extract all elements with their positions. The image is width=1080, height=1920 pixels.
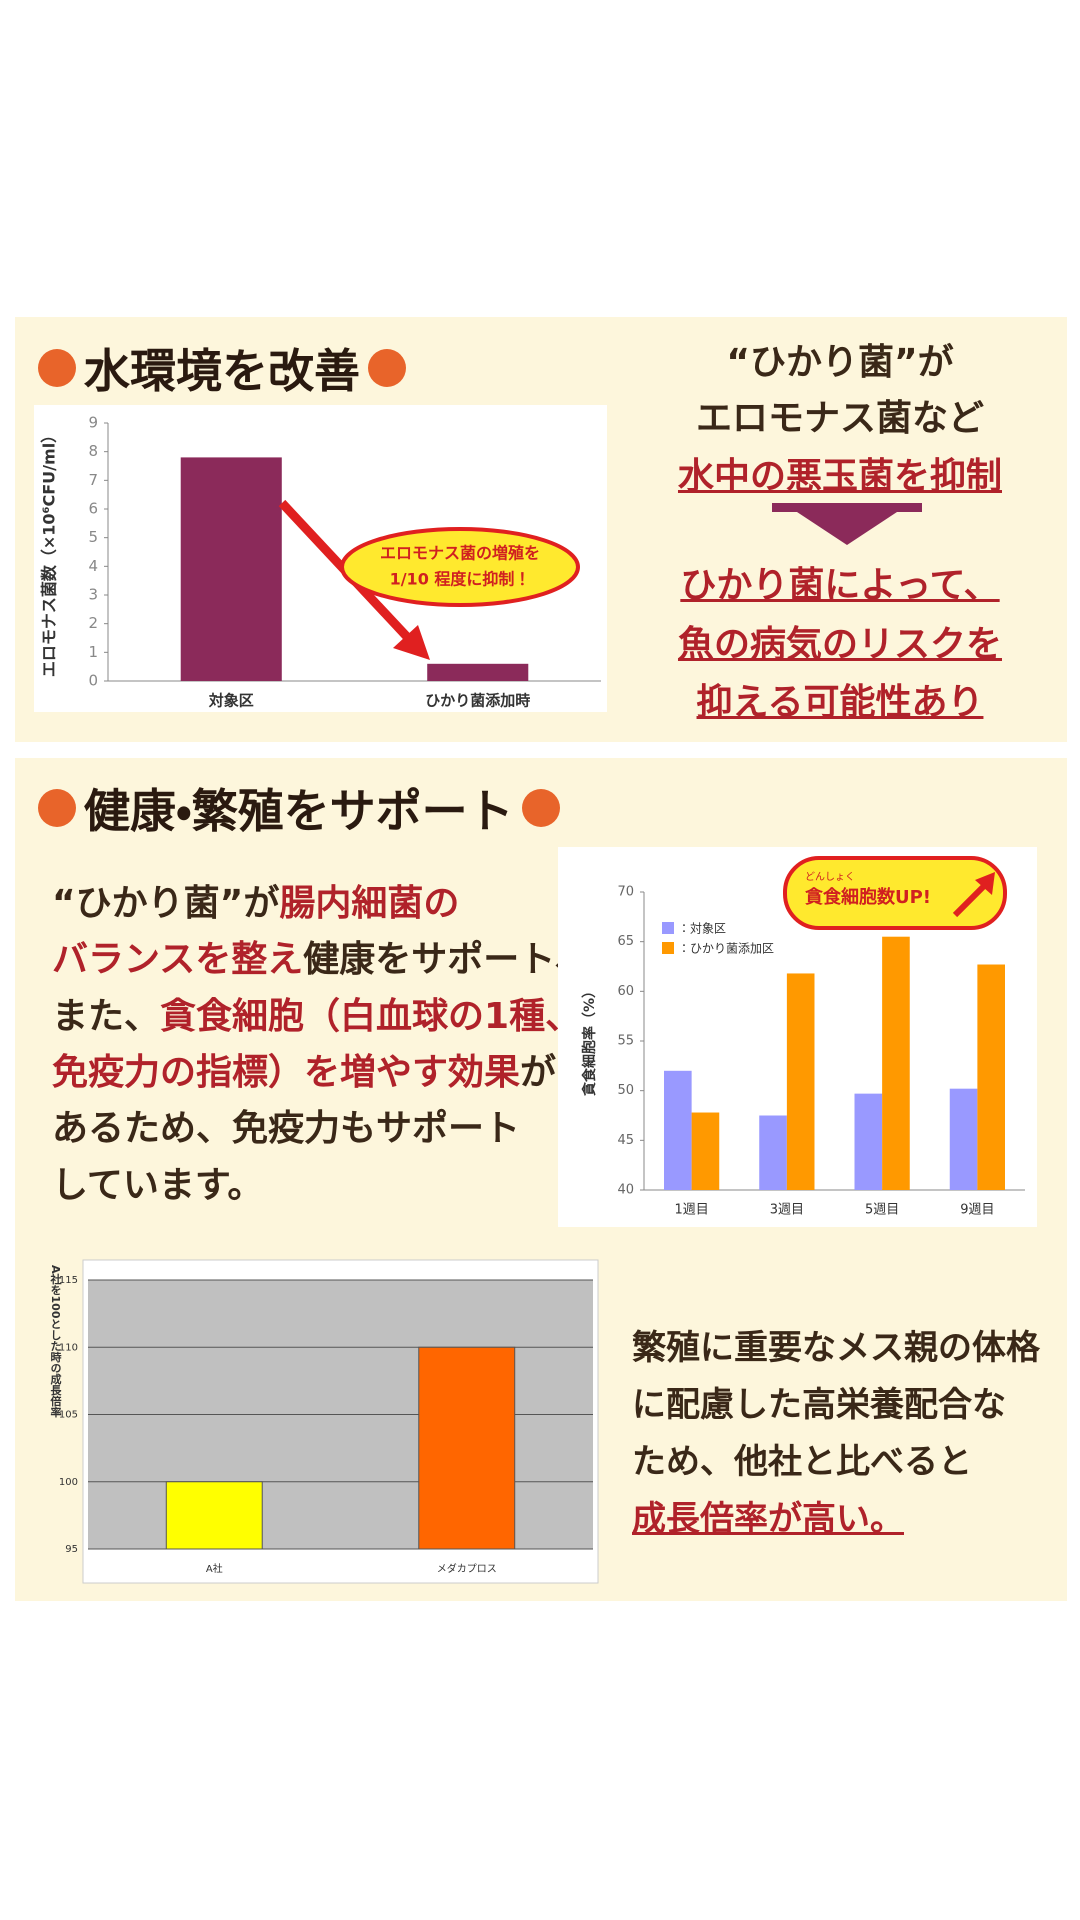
text: バランスを整え — [52, 939, 304, 980]
text: 成長倍率が高い。 — [632, 1499, 904, 1539]
legend-label: ：対象区 — [678, 922, 726, 936]
arrow — [952, 882, 988, 918]
legend-swatch — [662, 922, 674, 934]
legend-label: ：ひかり菌添加区 — [678, 942, 774, 956]
callout — [340, 527, 580, 607]
text: が — [520, 1052, 557, 1093]
arrow-head — [975, 872, 995, 895]
y-tick-label: 1 — [88, 643, 98, 661]
text: 免疫力の指標）を増やす効果が — [52, 1043, 556, 1095]
bar — [427, 663, 529, 681]
y-tick-label: 55 — [617, 1034, 634, 1049]
y-axis-label: エロモナス菌数（×10⁶CFU/ml） — [40, 427, 59, 677]
x-tick-label: 対象区 — [208, 692, 254, 710]
heading-text: 健康・繁殖をサポート — [84, 784, 514, 838]
y-tick-label: 110 — [59, 1342, 78, 1353]
badge-text: 貪食細胞数UP! — [805, 886, 931, 908]
y-tick-label: 100 — [59, 1477, 78, 1488]
heading-text: 水環境を改善 — [84, 344, 360, 398]
text: しています。 — [52, 1156, 263, 1208]
bar — [786, 973, 815, 1190]
x-tick-label: 3週目 — [770, 1203, 804, 1218]
text: あるため、免疫力もサポート — [52, 1108, 521, 1149]
x-tick-label: ひかり菌添加時 — [425, 692, 530, 710]
y-tick-label: 50 — [617, 1083, 634, 1098]
y-tick-label: 3 — [88, 586, 98, 604]
y-tick-label: 60 — [617, 984, 634, 999]
y-tick-label: 45 — [617, 1133, 634, 1148]
text: 腸内細菌の — [279, 883, 460, 924]
bar — [418, 1346, 516, 1550]
y-tick-label: 7 — [88, 471, 98, 489]
text: また、貪食細胞（白血球の1種、 — [52, 987, 581, 1039]
text: 貪食細胞（白血球の1種、 — [160, 996, 582, 1037]
heading: 水環境を改善 — [30, 335, 414, 401]
text: あるため、免疫力もサポート — [52, 1099, 520, 1151]
text: しています。 — [52, 1165, 264, 1206]
bar — [882, 936, 910, 1190]
callout-text: 1/10 程度に抑制！ — [390, 570, 531, 589]
bar — [759, 1115, 787, 1190]
x-tick-label: A社 — [206, 1562, 223, 1575]
y-axis-label: A社を100とした時の成長倍率 — [49, 1265, 63, 1418]
arrow-head — [393, 625, 430, 660]
text: ため、他社と比べると — [632, 1442, 972, 1482]
text: に配慮した高栄養配合な — [632, 1385, 1006, 1425]
text: 繁殖に重要なメス親の体格 — [632, 1328, 1040, 1368]
x-tick-label: 1週目 — [674, 1203, 708, 1218]
y-tick-label: 2 — [88, 614, 98, 632]
x-tick-label: 5週目 — [865, 1203, 899, 1218]
y-tick-label: 65 — [617, 934, 634, 949]
text: エロモナス菌など — [695, 398, 984, 439]
bar — [949, 1088, 978, 1190]
y-tick-label: 9 — [88, 414, 98, 432]
legend-swatch — [662, 942, 674, 954]
bar — [664, 1070, 692, 1190]
y-tick-label: 40 — [617, 1183, 634, 1198]
down-arrow — [772, 503, 922, 545]
text: 魚の病気のリスクを — [677, 624, 1002, 665]
text: バランスを整え健康をサポート、 — [52, 930, 591, 982]
bar — [691, 1112, 720, 1190]
y-tick-label: 6 — [88, 500, 98, 518]
text: 免疫力の指標）を増やす効果 — [52, 1052, 521, 1093]
bar — [165, 1481, 263, 1550]
badge — [783, 856, 1007, 930]
bar — [180, 457, 282, 681]
y-tick-label: 95 — [65, 1544, 78, 1555]
y-tick-label: 70 — [617, 885, 634, 900]
text: ひかり菌によって、 — [680, 565, 1000, 606]
y-tick-label: 8 — [88, 442, 98, 460]
y-tick-label: 5 — [88, 528, 98, 546]
y-tick-label: 105 — [59, 1410, 78, 1421]
bar — [854, 1093, 883, 1190]
y-axis-label: 貪食細胞率（%） — [581, 984, 598, 1096]
text: 水中の悪玉菌を抑制 — [677, 456, 1002, 497]
x-tick-label: メダカプロス — [437, 1562, 497, 1575]
y-tick-label: 0 — [88, 672, 98, 690]
x-tick-label: 9週目 — [960, 1203, 994, 1218]
bar — [977, 964, 1005, 1190]
text: 健康をサポート、 — [303, 939, 591, 980]
text: “ひかり菌”が腸内細菌の — [52, 874, 459, 926]
y-tick-label: 115 — [59, 1275, 78, 1286]
text: “ひかり菌”が — [52, 883, 280, 924]
text: “ひかり菌”が — [726, 342, 954, 383]
y-tick-label: 4 — [88, 557, 98, 575]
badge-ruby: どんしょく — [805, 871, 855, 883]
text: また、 — [52, 996, 161, 1037]
heading: 健康・繁殖をサポート — [30, 775, 568, 841]
callout-text: エロモナス菌の増殖を — [380, 544, 540, 563]
text: 抑える可能性あり — [696, 682, 984, 723]
